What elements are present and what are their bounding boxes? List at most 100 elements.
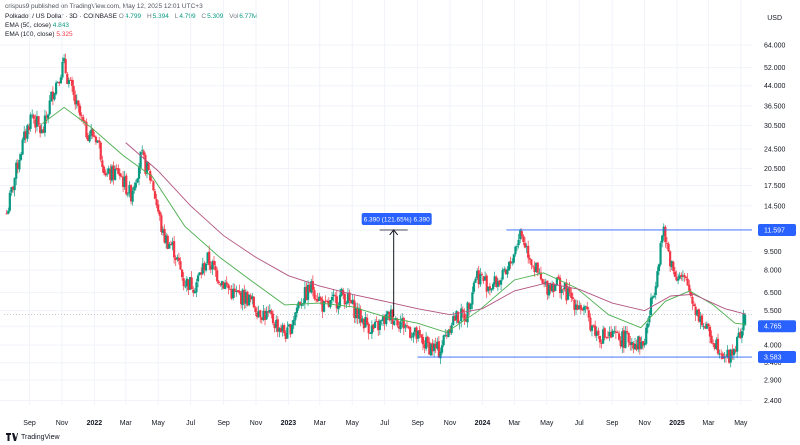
candle	[160, 212, 163, 236]
candle-body	[610, 331, 613, 338]
candle-body	[31, 114, 34, 116]
y-tick-label: 2.400	[764, 398, 782, 405]
candle	[651, 295, 654, 305]
candle	[70, 76, 74, 92]
candle-body	[496, 281, 499, 287]
candle-body	[570, 292, 573, 298]
candle	[196, 273, 200, 288]
candle-body	[517, 239, 520, 246]
ohlc-value: 6.77M	[239, 13, 258, 20]
candle-body	[680, 274, 683, 277]
ohlc-values: O4.799 H5.394 L4.799 C5.309 Vol6.77M	[119, 13, 262, 20]
candle	[661, 235, 664, 248]
candle-body	[495, 276, 498, 287]
candle	[192, 286, 195, 297]
candle	[141, 145, 144, 155]
candle-body	[110, 166, 114, 181]
candle	[659, 240, 662, 267]
candle-body	[426, 336, 429, 343]
candle-body	[338, 294, 342, 307]
candle	[240, 291, 243, 309]
candle-body	[158, 211, 161, 216]
candle	[85, 118, 88, 140]
candle	[490, 288, 493, 293]
candle	[8, 190, 11, 213]
candle	[692, 301, 696, 307]
candle	[281, 322, 284, 337]
candle-body	[458, 322, 461, 324]
candle-body	[656, 271, 659, 287]
candle-body	[490, 288, 493, 291]
candle	[222, 281, 225, 290]
candle-body	[310, 281, 313, 293]
candle-body	[163, 228, 166, 243]
candle	[227, 283, 230, 295]
candle-body	[630, 341, 633, 345]
candle	[600, 339, 603, 349]
y-tick-label: 9.500	[764, 249, 782, 256]
candle	[353, 295, 356, 323]
candle	[67, 77, 70, 88]
candle	[547, 283, 551, 299]
candle	[641, 340, 645, 350]
candle	[131, 187, 134, 206]
candle-body	[574, 304, 578, 310]
candle	[425, 332, 428, 352]
candle	[188, 276, 192, 290]
candle	[230, 285, 233, 300]
candle-body	[107, 168, 110, 174]
candle	[587, 306, 590, 322]
candle	[278, 327, 281, 338]
candle-body	[523, 242, 527, 248]
candle	[275, 315, 278, 333]
candle-body	[425, 337, 428, 349]
candle	[343, 293, 346, 309]
candle-body	[37, 116, 40, 125]
candle-body	[188, 276, 192, 290]
candle	[152, 180, 155, 192]
candle	[538, 268, 541, 275]
candle-body	[702, 325, 705, 327]
candle	[525, 243, 528, 254]
candle-body	[251, 296, 254, 300]
candle-body	[742, 314, 745, 331]
candle-body	[90, 129, 93, 136]
x-tick-label: 2024	[475, 420, 491, 427]
candle-body	[447, 330, 450, 338]
candle	[56, 81, 59, 84]
candle	[273, 322, 276, 333]
candle	[582, 304, 586, 316]
candle-body	[104, 172, 107, 176]
candle	[157, 200, 160, 214]
candle-body	[649, 297, 653, 316]
candle	[657, 263, 661, 276]
candle-body	[413, 327, 417, 333]
candle	[638, 335, 641, 355]
candle-body	[638, 337, 641, 350]
candle-body	[160, 215, 163, 233]
candle-body	[635, 344, 638, 350]
candle-body	[187, 279, 190, 291]
candle	[284, 330, 287, 343]
candle	[21, 137, 24, 156]
candle-body	[407, 326, 410, 328]
candle	[104, 169, 107, 177]
candle-body	[142, 151, 145, 156]
candle	[241, 288, 244, 311]
candle	[740, 327, 743, 343]
candle	[48, 95, 51, 116]
candle-body	[209, 265, 212, 270]
candle-body	[220, 281, 224, 286]
candle	[546, 280, 549, 301]
candle-body	[587, 310, 590, 318]
candle	[617, 330, 621, 342]
candle	[161, 226, 165, 236]
candle-body	[645, 327, 648, 344]
candle	[627, 332, 630, 348]
candle	[337, 302, 340, 315]
candle-body	[474, 278, 477, 283]
x-tick-label: May	[346, 420, 360, 427]
candle-body	[69, 79, 72, 81]
candle-body	[578, 305, 581, 310]
